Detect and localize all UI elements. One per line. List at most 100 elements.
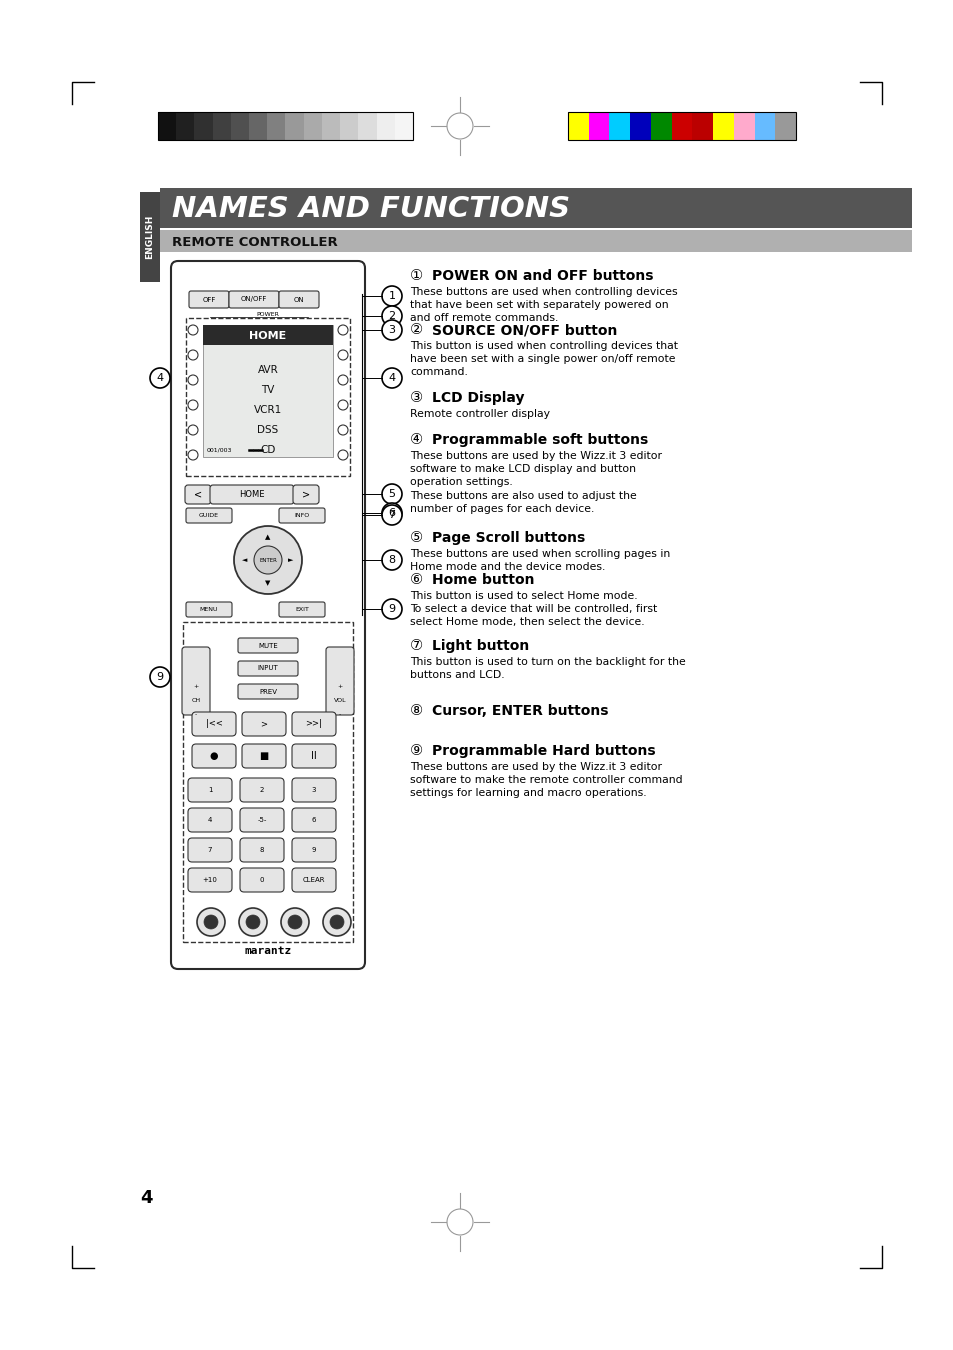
Circle shape [288,915,302,929]
Circle shape [337,375,348,385]
Text: INFO: INFO [294,513,310,518]
Circle shape [150,369,170,387]
FancyBboxPatch shape [240,778,284,802]
Text: ◄: ◄ [242,558,248,563]
Text: 4: 4 [156,373,163,383]
Text: Page Scroll buttons: Page Scroll buttons [432,531,584,545]
Text: Programmable soft buttons: Programmable soft buttons [432,433,648,447]
Text: marantz: marantz [244,946,292,956]
Text: 8: 8 [259,846,264,853]
FancyBboxPatch shape [240,838,284,863]
Circle shape [337,450,348,460]
Circle shape [150,667,170,687]
Circle shape [239,909,267,936]
Circle shape [188,400,198,410]
Circle shape [337,400,348,410]
Text: Remote controller display: Remote controller display [410,409,550,418]
Text: This button is used to select Home mode.
To select a device that will be control: This button is used to select Home mode.… [410,591,657,628]
Text: 9: 9 [388,603,395,614]
Text: This button is used when controlling devices that
have been set with a single po: This button is used when controlling dev… [410,342,678,378]
Bar [712,112,733,140]
FancyBboxPatch shape [237,662,297,676]
Circle shape [281,909,309,936]
Text: SOURCE ON/OFF button: SOURCE ON/OFF button [432,323,617,338]
Text: 6: 6 [312,817,315,824]
Bar [285,112,303,140]
FancyBboxPatch shape [210,485,294,504]
FancyBboxPatch shape [229,292,278,308]
Text: This button is used to turn on the backlight for the
buttons and LCD.: This button is used to turn on the backl… [410,657,685,680]
Text: ⑦: ⑦ [410,639,423,653]
Text: 9: 9 [312,846,315,853]
Bar [733,112,754,140]
Text: ⑧: ⑧ [410,703,423,718]
Text: 7: 7 [208,846,212,853]
Text: INPUT: INPUT [257,666,278,671]
Bar [231,112,249,140]
Text: CLEAR: CLEAR [302,878,325,883]
Text: ⑥: ⑥ [410,572,423,587]
Bar [321,112,340,140]
Circle shape [323,909,351,936]
Text: ON/OFF: ON/OFF [240,297,267,302]
Bar [340,112,358,140]
Text: Home button: Home button [432,572,534,587]
Text: 0: 0 [259,878,264,883]
Circle shape [381,306,401,325]
Circle shape [381,505,401,525]
Text: ENGLISH: ENGLISH [146,215,154,259]
Text: >: > [260,720,267,729]
Circle shape [337,350,348,360]
Bar [567,112,588,140]
FancyBboxPatch shape [182,647,210,716]
Text: ③: ③ [410,390,423,405]
FancyBboxPatch shape [278,508,325,522]
Circle shape [188,375,198,385]
FancyBboxPatch shape [240,868,284,892]
FancyBboxPatch shape [292,838,335,863]
Text: 7: 7 [388,510,395,520]
Text: LCD Display: LCD Display [432,392,524,405]
Text: REMOTE CONTROLLER: REMOTE CONTROLLER [172,235,337,248]
FancyBboxPatch shape [188,868,232,892]
Text: -5-: -5- [257,817,267,824]
Bar [194,112,213,140]
Bar [158,112,176,140]
Text: ⑤: ⑤ [410,531,423,545]
Text: DSS: DSS [257,425,278,435]
Circle shape [381,504,401,522]
FancyBboxPatch shape [186,508,232,522]
Circle shape [233,526,302,594]
Text: MUTE: MUTE [258,643,277,648]
Circle shape [381,286,401,306]
Text: PREV: PREV [258,688,276,694]
FancyBboxPatch shape [188,838,232,863]
Bar [609,112,630,140]
FancyBboxPatch shape [192,744,235,768]
FancyBboxPatch shape [242,711,286,736]
Circle shape [188,450,198,460]
FancyBboxPatch shape [171,261,365,969]
Text: ●: ● [210,751,218,761]
Text: 4: 4 [140,1189,152,1207]
Bar [249,112,267,140]
Text: -: - [338,713,341,717]
Circle shape [337,325,348,335]
Circle shape [381,549,401,570]
Text: ■: ■ [259,751,269,761]
Bar [671,112,692,140]
Circle shape [337,425,348,435]
Text: These buttons are used by the Wizz.it 3 editor
software to make LCD display and : These buttons are used by the Wizz.it 3 … [410,451,661,514]
Text: ④: ④ [410,432,423,447]
Circle shape [330,915,344,929]
FancyBboxPatch shape [240,809,284,832]
Text: +: + [193,684,198,690]
Bar [395,112,413,140]
FancyBboxPatch shape [185,485,211,504]
Bar [183,622,353,942]
FancyBboxPatch shape [242,744,286,768]
Bar [692,112,712,140]
Circle shape [188,350,198,360]
FancyBboxPatch shape [189,292,229,308]
Text: 4: 4 [388,373,395,383]
